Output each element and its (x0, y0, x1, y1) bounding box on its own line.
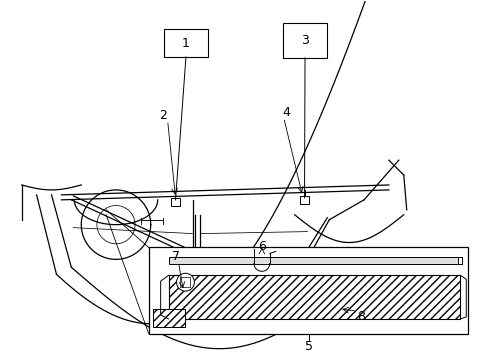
Bar (163, 29, 208, 57)
Bar (168, 257, 457, 264)
Text: 5: 5 (304, 340, 312, 353)
Bar (170, 198, 180, 206)
Text: 1: 1 (182, 37, 189, 50)
Bar (180, 277, 190, 287)
Bar (168, 275, 459, 319)
Text: 4: 4 (282, 106, 290, 119)
Text: 2: 2 (159, 109, 166, 122)
Text: 6: 6 (257, 240, 265, 253)
Text: 8: 8 (356, 310, 365, 323)
Text: 7: 7 (171, 250, 179, 263)
Bar (282, 23, 326, 58)
Text: 3: 3 (301, 34, 308, 47)
Bar (148, 247, 468, 334)
Bar (152, 309, 185, 327)
Circle shape (176, 273, 194, 291)
Bar (299, 196, 309, 204)
